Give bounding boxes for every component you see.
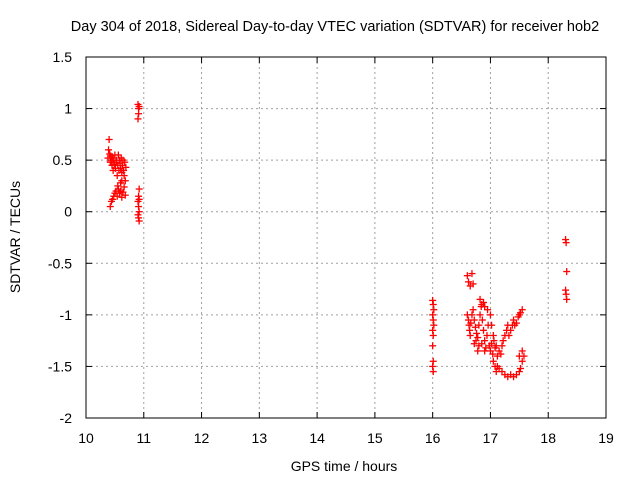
data-point — [135, 110, 143, 118]
x-tick-label: 15 — [367, 430, 383, 446]
gridlines — [86, 57, 606, 418]
data-point — [481, 347, 489, 355]
y-tick-label: 1.5 — [53, 49, 73, 65]
data-point — [515, 368, 523, 376]
data-point — [430, 321, 438, 329]
x-tick-label: 11 — [137, 430, 152, 446]
x-tick-label: 17 — [483, 430, 499, 446]
data-point — [518, 347, 526, 355]
data-point — [470, 316, 478, 324]
labels: Day 304 of 2018, Sidereal Day-to-day VTE… — [7, 19, 599, 474]
axes: 10 11 12 13 14 15 16 17 18 19 -2 -1.5 -1 -0.5 0 0.5 1 1.5 — [48, 49, 614, 446]
data-point — [118, 177, 126, 185]
data-point — [483, 331, 491, 339]
data-point — [472, 337, 480, 345]
data-point — [468, 311, 476, 319]
x-tick-label: 16 — [425, 430, 441, 446]
x-tick-label: 10 — [78, 430, 94, 446]
data-point — [469, 306, 477, 314]
data-point — [499, 337, 507, 345]
data-point — [478, 340, 486, 348]
data-point — [429, 342, 437, 350]
data-point — [468, 270, 476, 278]
y-tick-label: 0 — [64, 204, 72, 220]
data-point — [469, 280, 477, 288]
data-point — [476, 295, 484, 303]
data-point — [507, 326, 515, 334]
data-point — [474, 347, 482, 355]
data-point — [480, 326, 488, 334]
data-point — [512, 319, 520, 327]
data-point — [473, 329, 481, 337]
data-point — [488, 321, 496, 329]
data-point — [135, 217, 143, 225]
data-point — [498, 342, 506, 350]
data-point — [476, 311, 484, 319]
x-tick-label: 14 — [309, 430, 325, 446]
data-point — [463, 272, 471, 280]
y-tick-label: -1 — [60, 307, 73, 323]
y-tick-label: 0.5 — [53, 152, 73, 168]
data-point — [109, 195, 117, 203]
x-axis-label: GPS time / hours — [291, 458, 398, 474]
x-tick-label: 12 — [194, 430, 210, 446]
data-point — [135, 208, 143, 216]
data-point — [113, 172, 121, 180]
data-point — [105, 146, 113, 154]
data-point — [120, 172, 128, 180]
data-point — [106, 203, 114, 211]
data-point — [489, 350, 497, 358]
data-point — [486, 311, 494, 319]
data-point — [497, 350, 505, 358]
data-point — [122, 163, 130, 171]
data-point — [135, 103, 143, 111]
data-point — [135, 185, 143, 193]
data-point — [505, 331, 513, 339]
x-tick-label: 13 — [252, 430, 268, 446]
data-point — [429, 368, 437, 376]
y-tick-label: -1.5 — [48, 358, 72, 374]
data-point — [515, 352, 523, 360]
data-point — [563, 295, 571, 303]
x-tick-label: 18 — [540, 430, 556, 446]
data-point — [429, 331, 437, 339]
data-point — [466, 331, 474, 339]
data-point — [464, 278, 472, 286]
y-tick-label: 1 — [64, 101, 72, 117]
data-point — [120, 183, 128, 191]
data-point — [478, 316, 486, 324]
data-point — [430, 306, 438, 314]
chart-title: Day 304 of 2018, Sidereal Day-to-day VTE… — [71, 19, 599, 35]
data-point — [518, 357, 526, 365]
data-point — [484, 306, 492, 314]
data-point — [121, 158, 129, 166]
data-point — [489, 357, 497, 365]
y-axis-label: SDTVAR / TECUs — [7, 181, 23, 293]
data-point — [518, 306, 526, 314]
data-points — [104, 100, 571, 381]
data-point — [489, 331, 497, 339]
data-point — [105, 136, 113, 144]
data-point — [563, 268, 571, 276]
y-tick-label: -2 — [60, 410, 73, 426]
data-point — [467, 319, 475, 327]
data-point — [516, 364, 524, 372]
data-point — [475, 321, 483, 329]
y-tick-label: -0.5 — [48, 255, 72, 271]
data-point — [480, 298, 488, 306]
data-point — [121, 191, 129, 199]
data-point — [562, 239, 570, 247]
plot-border — [85, 56, 607, 419]
x-tick-label: 19 — [598, 430, 614, 446]
